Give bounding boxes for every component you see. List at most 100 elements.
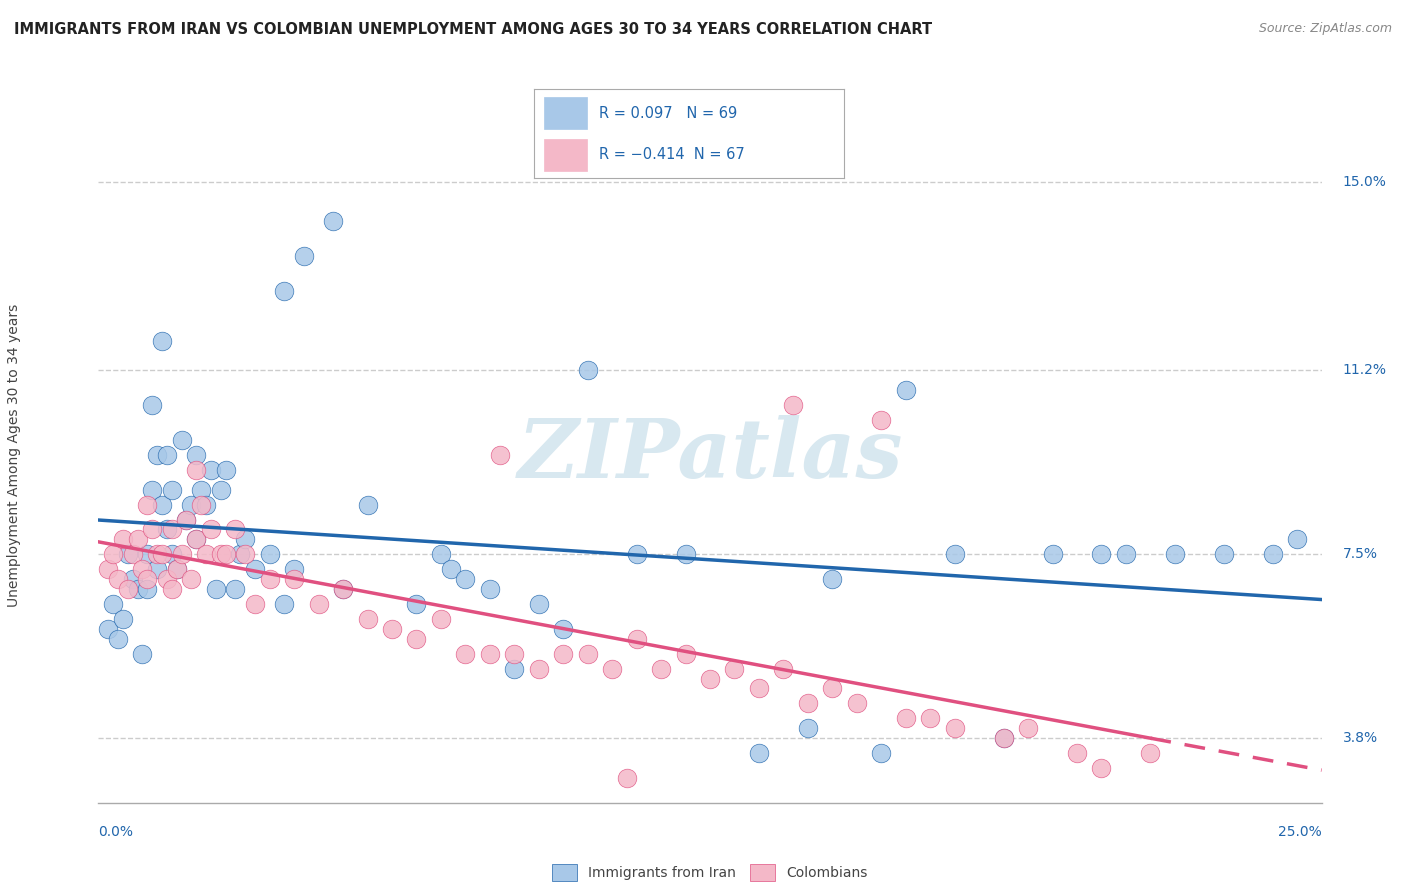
Point bbox=[1261, 547, 1284, 561]
Point bbox=[224, 523, 246, 537]
Text: 3.8%: 3.8% bbox=[1343, 731, 1378, 745]
Text: IMMIGRANTS FROM IRAN VS COLOMBIAN UNEMPLOYMENT AMONG AGES 30 TO 34 YEARS CORRELA: IMMIGRANTS FROM IRAN VS COLOMBIAN UNEMPL… bbox=[14, 22, 932, 37]
Point bbox=[141, 398, 163, 412]
Text: 25.0%: 25.0% bbox=[1278, 825, 1322, 839]
Point bbox=[503, 647, 526, 661]
Point bbox=[101, 597, 124, 611]
Point bbox=[405, 632, 427, 646]
Point bbox=[821, 572, 844, 586]
Point bbox=[156, 448, 179, 462]
Bar bbox=[544, 97, 586, 129]
Point bbox=[97, 562, 120, 576]
Point bbox=[209, 547, 232, 561]
Point bbox=[478, 647, 501, 661]
Point bbox=[1017, 721, 1039, 735]
Point bbox=[430, 547, 453, 561]
Point bbox=[176, 512, 198, 526]
Point bbox=[576, 647, 599, 661]
Point bbox=[127, 533, 149, 547]
Point bbox=[190, 498, 212, 512]
Point bbox=[195, 547, 218, 561]
Point bbox=[273, 597, 295, 611]
Text: Unemployment Among Ages 30 to 34 years: Unemployment Among Ages 30 to 34 years bbox=[7, 303, 21, 607]
Point bbox=[626, 547, 648, 561]
Point bbox=[186, 448, 208, 462]
Point bbox=[797, 697, 820, 711]
Point bbox=[160, 547, 183, 561]
Point bbox=[1164, 547, 1187, 561]
Point bbox=[454, 572, 477, 586]
Point bbox=[1286, 533, 1309, 547]
Text: R = 0.097   N = 69: R = 0.097 N = 69 bbox=[599, 106, 738, 120]
Point bbox=[156, 523, 179, 537]
Point bbox=[356, 498, 378, 512]
Point bbox=[186, 463, 208, 477]
Point bbox=[150, 498, 173, 512]
Point bbox=[117, 547, 139, 561]
Point bbox=[117, 582, 139, 596]
Point bbox=[243, 597, 266, 611]
Point bbox=[259, 547, 281, 561]
Point bbox=[160, 582, 183, 596]
Legend: Immigrants from Iran, Colombians: Immigrants from Iran, Colombians bbox=[547, 858, 873, 887]
Point bbox=[1212, 547, 1234, 561]
Point bbox=[214, 463, 236, 477]
Point bbox=[626, 632, 648, 646]
Point bbox=[224, 582, 246, 596]
Point bbox=[136, 582, 159, 596]
Point bbox=[292, 249, 315, 263]
Text: Source: ZipAtlas.com: Source: ZipAtlas.com bbox=[1258, 22, 1392, 36]
Point bbox=[180, 498, 202, 512]
Point bbox=[845, 697, 868, 711]
Point bbox=[107, 572, 129, 586]
Point bbox=[111, 612, 134, 626]
Point bbox=[553, 647, 575, 661]
Point bbox=[381, 622, 404, 636]
Point bbox=[176, 512, 198, 526]
Point bbox=[675, 647, 697, 661]
Point bbox=[1090, 547, 1112, 561]
Point bbox=[478, 582, 501, 596]
Point bbox=[107, 632, 129, 646]
Point bbox=[1090, 761, 1112, 775]
Point bbox=[166, 562, 188, 576]
Text: R = −0.414  N = 67: R = −0.414 N = 67 bbox=[599, 147, 745, 161]
Point bbox=[200, 523, 222, 537]
Point bbox=[332, 582, 354, 596]
Point bbox=[699, 672, 721, 686]
Point bbox=[576, 363, 599, 377]
Point bbox=[170, 433, 193, 447]
Point bbox=[186, 533, 208, 547]
Point bbox=[600, 662, 623, 676]
Point bbox=[1139, 746, 1161, 760]
Point bbox=[141, 483, 163, 497]
Point bbox=[101, 547, 124, 561]
Bar bbox=[544, 139, 586, 171]
Point bbox=[430, 612, 453, 626]
Point bbox=[121, 572, 143, 586]
Point bbox=[166, 562, 188, 576]
Point bbox=[146, 562, 169, 576]
Point bbox=[200, 463, 222, 477]
Point bbox=[283, 572, 305, 586]
Point bbox=[160, 523, 183, 537]
Text: ZIPatlas: ZIPatlas bbox=[517, 415, 903, 495]
Point bbox=[723, 662, 745, 676]
Text: 7.5%: 7.5% bbox=[1343, 548, 1378, 561]
Point bbox=[229, 547, 252, 561]
Point bbox=[440, 562, 463, 576]
Point bbox=[553, 622, 575, 636]
Point bbox=[195, 498, 218, 512]
Point bbox=[136, 498, 159, 512]
Point bbox=[233, 533, 256, 547]
Point bbox=[111, 533, 134, 547]
Point bbox=[273, 284, 295, 298]
Text: 0.0%: 0.0% bbox=[98, 825, 134, 839]
Point bbox=[209, 483, 232, 497]
Point bbox=[146, 547, 169, 561]
Point bbox=[1115, 547, 1137, 561]
Point bbox=[993, 731, 1015, 746]
Point bbox=[920, 711, 942, 725]
Point bbox=[821, 681, 844, 696]
Point bbox=[170, 547, 193, 561]
